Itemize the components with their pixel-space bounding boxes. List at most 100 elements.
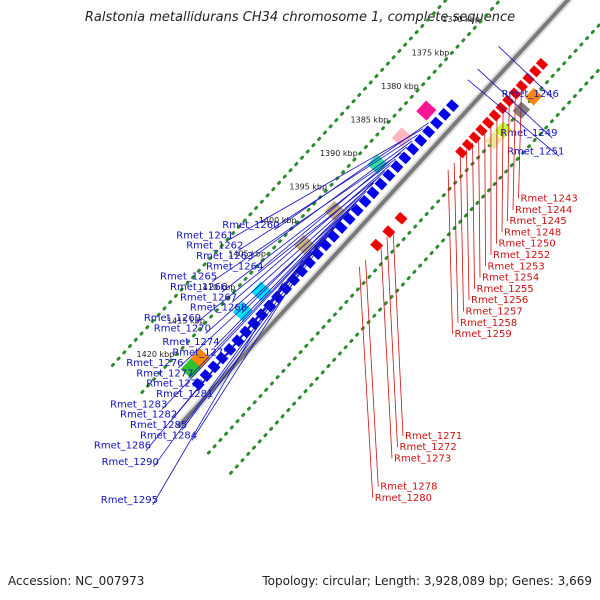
forward-gene-leader [221, 158, 397, 293]
forward-gene-label: Rmet_1279 [146, 379, 203, 390]
forward-gene-label: Rmet_1260 [222, 220, 279, 231]
reverse-gene-leader [484, 129, 486, 267]
reverse-gene-leader [518, 89, 522, 199]
reverse-gene-label: Rmet_1271 [405, 431, 462, 442]
forward-gene-arrow [295, 264, 308, 278]
forward-gene-arrow [374, 177, 388, 191]
forward-gene-leader [153, 260, 304, 468]
forward-gene-label: Rmet_1286 [94, 441, 151, 452]
forward-gene-label: Rmet_1285 [130, 420, 187, 431]
forward-gene-label: Rmet_1281 [156, 389, 213, 400]
reverse-gene-leader [512, 96, 516, 210]
reverse-gene-label: Rmet_1255 [477, 284, 534, 295]
forward-gene-label: Rmet_1246 [502, 89, 559, 100]
reverse-gene-arrow [488, 109, 502, 122]
forward-gene-leader [207, 220, 340, 400]
forward-gene-leader [191, 245, 318, 441]
reverse-gene-label: Rmet_1258 [460, 318, 517, 329]
reverse-gene-label: Rmet_1248 [504, 227, 561, 238]
forward-gene-arrow [207, 360, 221, 374]
reverse-gene-label: Rmet_1252 [493, 250, 550, 261]
reverse-gene-leader [359, 266, 374, 498]
kbp-tick-label: 1390 kbp [320, 149, 358, 158]
backbone-line [176, 0, 571, 429]
kbp-tick-label: 1420 kbp [137, 350, 175, 359]
forward-gene-leader [228, 128, 424, 241]
reverse-gene-leader [380, 243, 393, 459]
forward-gene-label: Rmet_1266 [170, 282, 227, 293]
kbp-tick-label: 1385 kbp [351, 115, 389, 124]
forward-gene-arrow [406, 142, 420, 156]
reverse-gene-label: Rmet_1253 [488, 261, 545, 272]
forward-gene-label: Rmet_1277 [136, 368, 193, 379]
forward-gene-label: Rmet_1276 [126, 358, 183, 369]
forward-gene-leader [214, 190, 367, 348]
forward-gene-leader [467, 79, 560, 157]
forward-gene-leader [171, 232, 329, 420]
forward-gene-block [367, 154, 388, 175]
reverse-gene-label: Rmet_1259 [455, 329, 512, 340]
chromosome-backbone [175, 0, 573, 430]
reverse-gene-arrow [515, 79, 528, 93]
forward-gene-arrow [366, 186, 380, 200]
forward-gene-leader [195, 176, 380, 324]
forward-gene-label: Rmet_1264 [206, 261, 263, 272]
reverse-gene-label: Rmet_1273 [394, 453, 451, 464]
kbp-tick-label: 1410 kbp [198, 283, 236, 292]
forward-gene-leader [211, 152, 402, 282]
reverse-gene-label: Rmet_1256 [471, 295, 528, 306]
forward-gene-label: Rmet_1262 [186, 241, 243, 252]
reverse-gene-arrow [382, 225, 396, 239]
kbp-tick-label: 1370 kbp [442, 15, 480, 24]
forward-gene-leader [237, 134, 419, 251]
forward-gene-label: Rmet_1290 [102, 457, 159, 468]
forward-gene-label: Rmet_1268 [190, 303, 247, 314]
forward-gene-label: Rmet_1270 [154, 323, 211, 334]
forward-gene-label: Rmet_1251 [507, 146, 564, 157]
dot-row [228, 66, 600, 476]
reverse-gene-label: Rmet_1244 [515, 205, 572, 216]
tick-dot-rows [110, 0, 600, 476]
forward-gene-arrow [199, 369, 213, 382]
kbp-tick-label: 1395 kbp [289, 182, 327, 191]
reverse-gene-label: Rmet_1243 [521, 194, 578, 205]
topology-text: Topology: circular; Length: 3,928,089 bp… [262, 574, 592, 588]
forward-gene-arrow [342, 212, 356, 226]
forward-gene-label: Rmet_1274 [162, 337, 219, 348]
forward-gene-label: Rmet_1261 [176, 230, 233, 241]
reverse-gene-label: Rmet_1272 [400, 442, 457, 453]
reverse-gene-arrow [508, 87, 522, 100]
kbp-tick-label: 1400 kbp [259, 216, 297, 225]
reverse-gene-leader [466, 149, 470, 301]
reverse-gene-leader [447, 169, 453, 335]
reverse-gene-block [524, 88, 543, 106]
kbp-tick-label: 1405 kbp [228, 249, 266, 258]
reverse-gene-block [485, 131, 503, 150]
kbp-tick-label: 1380 kbp [381, 82, 419, 91]
forward-gene-leader [145, 251, 312, 451]
forward-gene-leader [152, 282, 284, 505]
reverse-gene-leader [496, 116, 498, 244]
reverse-gene-labels: Rmet_1243Rmet_1244Rmet_1245Rmet_1248Rmet… [359, 89, 578, 504]
reverse-gene-arrow [370, 238, 384, 252]
forward-gene-leader [187, 208, 351, 379]
reverse-gene-label: Rmet_1257 [466, 307, 523, 318]
forward-gene-label: Rmet_1269 [144, 313, 201, 324]
reverse-gene-leader [453, 163, 459, 323]
map-title: Ralstonia metallidurans CH34 chromosome … [84, 10, 516, 25]
reverse-gene-label: Rmet_1254 [482, 273, 539, 284]
accession-text: Accession: NC_007973 [8, 574, 145, 588]
forward-gene-arrow [350, 203, 364, 217]
dot-row [206, 23, 600, 456]
reverse-gene-leader [459, 156, 464, 312]
forward-gene-label: Rmet_1284 [140, 430, 197, 441]
dot-row [110, 0, 449, 368]
forward-gene-leader [231, 164, 391, 303]
forward-gene-leader [498, 46, 554, 100]
forward-gene-arrow [446, 99, 459, 112]
reverse-gene-arrow [482, 116, 495, 129]
forward-gene-arrow [414, 134, 428, 147]
forward-gene-labels: Rmet_1246Rmet_1249Rmet_1251Rmet_1260Rmet… [94, 46, 564, 506]
dot-row [139, 0, 503, 395]
forward-gene-leader [178, 202, 356, 369]
